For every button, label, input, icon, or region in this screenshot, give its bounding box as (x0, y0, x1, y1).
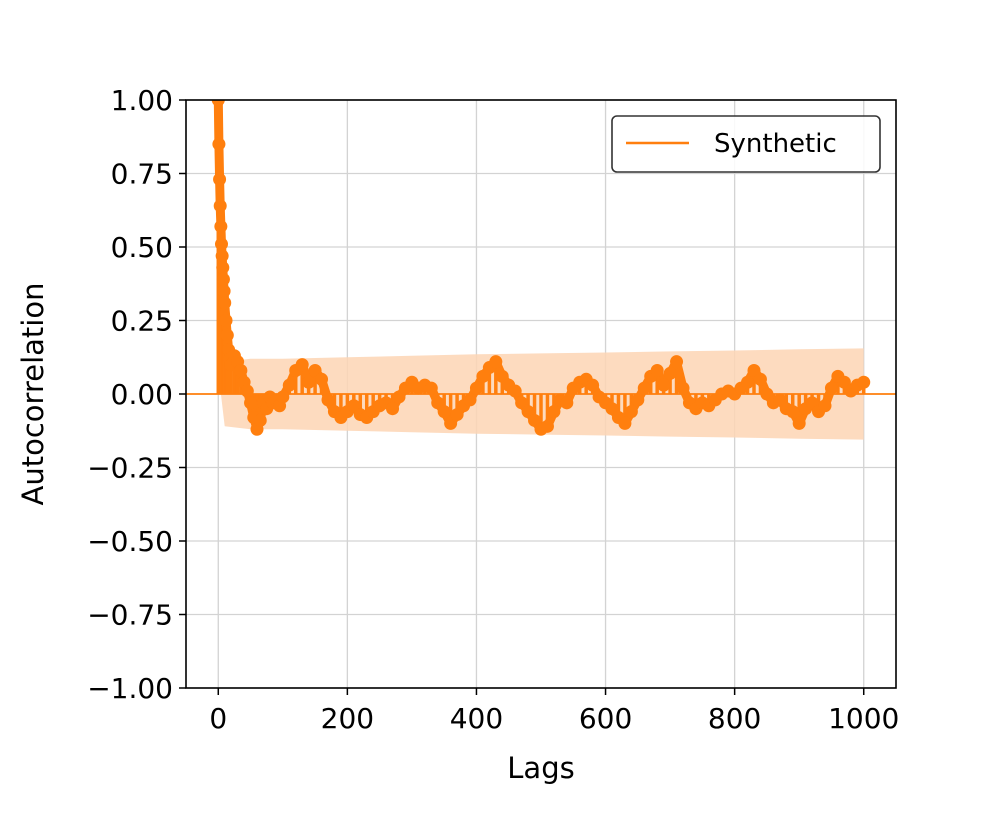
data-point (215, 237, 228, 251)
y-tick-label: 0.50 (111, 231, 173, 264)
data-point (857, 375, 871, 389)
y-tick-label: 0.25 (111, 305, 173, 338)
data-point (753, 372, 767, 386)
data-point (276, 390, 290, 404)
data-point (240, 384, 254, 398)
data-point (321, 393, 335, 407)
data-point (220, 328, 234, 342)
data-point (663, 366, 677, 380)
data-point (253, 413, 267, 427)
data-point (786, 405, 800, 419)
data-point (508, 384, 522, 398)
data-point (216, 272, 230, 286)
data-point (213, 199, 227, 213)
data-point (424, 381, 438, 395)
y-tick-label: −0.75 (87, 599, 173, 632)
data-point (217, 284, 231, 298)
legend: Synthetic (611, 115, 881, 173)
x-axis-title: Lags (507, 751, 574, 785)
data-point (282, 378, 296, 392)
data-point (218, 296, 232, 310)
y-tick-label: 0.00 (111, 378, 173, 411)
data-point (618, 416, 632, 430)
data-point (650, 363, 664, 377)
data-point (302, 375, 316, 389)
data-point (670, 355, 684, 369)
x-tick-label: 1000 (828, 702, 899, 735)
data-point (469, 381, 483, 395)
data-point (547, 405, 561, 419)
data-point (215, 249, 229, 263)
data-point (489, 355, 503, 369)
y-tick-label: −0.25 (87, 452, 173, 485)
data-point (676, 381, 690, 395)
data-point (824, 381, 838, 395)
data-point (560, 396, 574, 410)
data-point (295, 358, 309, 372)
data-point (386, 402, 400, 416)
y-tick-label: −0.50 (87, 525, 173, 558)
data-point (657, 378, 671, 392)
data-point (219, 314, 233, 327)
y-axis-ticks: 1.00 0.75 0.50 0.25 0.00 −0.25 −0.50 −0.75 −1.00 (87, 84, 186, 705)
legend-frame (611, 115, 881, 173)
data-point (631, 393, 645, 407)
data-point (818, 399, 832, 413)
data-point (437, 405, 451, 419)
y-tick-label: −1.00 (87, 672, 173, 705)
data-point (586, 378, 600, 392)
data-point (212, 137, 226, 151)
y-tick-label: 0.75 (111, 158, 173, 191)
x-tick-label: 600 (579, 702, 632, 735)
data-point (211, 100, 225, 107)
x-tick-label: 400 (450, 702, 503, 735)
series-group (211, 100, 871, 436)
data-point (637, 381, 651, 395)
y-axis-title: Autocorrelation (16, 283, 50, 506)
data-point (463, 393, 477, 407)
data-point (214, 219, 228, 233)
data-point (244, 396, 258, 410)
data-point (234, 363, 248, 377)
x-tick-label: 0 (209, 702, 227, 735)
data-point (792, 416, 806, 430)
x-tick-label: 800 (708, 702, 761, 735)
data-point (216, 261, 230, 275)
data-point (540, 419, 554, 433)
x-axis-ticks: 0 200 400 600 800 1000 (209, 688, 899, 735)
legend-label-synthetic: Synthetic (714, 129, 837, 159)
data-point (741, 375, 755, 389)
data-point (213, 172, 227, 186)
data-point (624, 405, 638, 419)
data-point (315, 372, 329, 386)
y-tick-label: 1.00 (111, 84, 173, 117)
x-tick-label: 200 (321, 702, 374, 735)
